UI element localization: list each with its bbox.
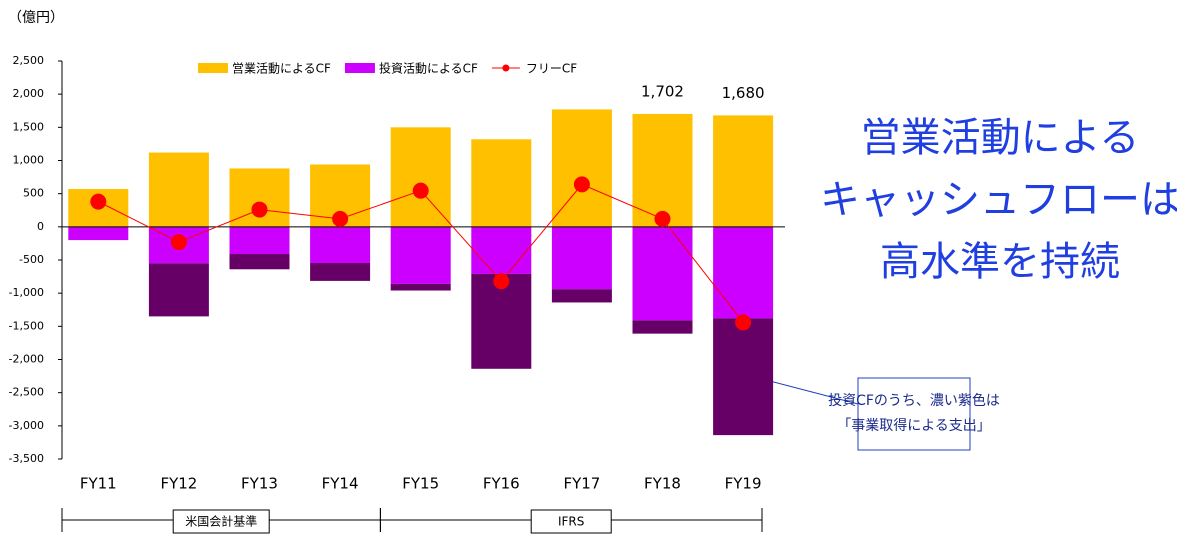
data-label: 1,702 [641, 82, 684, 100]
y-tick-label: -3,500 [9, 452, 44, 465]
point [90, 193, 107, 210]
bar [551, 226, 612, 290]
y-tick-label: 1,500 [13, 120, 45, 133]
bar [148, 263, 209, 317]
x-tick-label: FY15 [402, 475, 439, 493]
legend-label: 投資活動によるCF [379, 61, 478, 76]
point [412, 182, 429, 199]
y-tick-label: -1,500 [9, 319, 44, 332]
x-tick-label: FY18 [644, 475, 681, 493]
x-tick-label: FY11 [80, 475, 117, 493]
x-tick-label: FY13 [241, 475, 278, 493]
point [170, 234, 187, 251]
title: 高水準を持続 [880, 239, 1120, 285]
y-tick-label: 0 [37, 220, 44, 233]
y-tick-label: -1,000 [9, 286, 44, 299]
x-tick-label: FY12 [160, 475, 197, 493]
bar [68, 226, 129, 241]
bar [310, 226, 371, 263]
bar [310, 262, 371, 281]
x-tick-label: FY19 [725, 475, 762, 493]
period-label: IFRS [558, 515, 584, 529]
period-box [530, 509, 612, 534]
point [493, 273, 510, 290]
bar [471, 273, 532, 369]
point [251, 201, 268, 218]
bar [148, 152, 209, 227]
bar [229, 226, 290, 255]
y-tick-label: 2,500 [13, 54, 45, 67]
bar [551, 289, 612, 303]
annotation-box [857, 377, 971, 451]
legend-swatch [198, 63, 228, 73]
x-tick-label: FY14 [322, 475, 359, 493]
y-tick-label: -500 [19, 253, 44, 266]
legend-swatch [344, 63, 375, 73]
bar [632, 320, 693, 334]
bar [713, 318, 774, 436]
point [735, 314, 752, 331]
point [573, 176, 590, 193]
y-tick-label: -2,000 [9, 353, 44, 366]
bar [713, 226, 774, 319]
y-tick-label: 500 [23, 187, 44, 200]
y-tick-label: 1,000 [13, 154, 45, 167]
bar [229, 254, 290, 270]
bar [632, 113, 693, 227]
period-label: 米国会計基準 [185, 514, 257, 529]
bar [390, 127, 451, 227]
point [654, 210, 671, 227]
legend-label: 営業活動によるCF [232, 62, 331, 76]
bar [390, 226, 451, 284]
bar [551, 109, 612, 227]
unit-label: （億円） [8, 10, 64, 26]
y-tick-label: -3,000 [9, 419, 44, 432]
title: キャッシュフローは [820, 177, 1177, 223]
data-label: 1,680 [722, 84, 765, 102]
x-tick-label: FY16 [483, 475, 520, 493]
point [332, 210, 349, 227]
period-box [172, 509, 270, 534]
bar [471, 139, 532, 227]
bar [390, 283, 451, 291]
bar [713, 115, 774, 227]
annotation: 投資CFのうち、濃い紫色は [828, 392, 1000, 409]
y-tick-label: 2,000 [13, 87, 45, 100]
annotation: 「事業取得による支出」 [837, 417, 991, 434]
legend-point [502, 64, 510, 72]
x-tick-label: FY17 [563, 475, 600, 493]
bar [632, 226, 693, 321]
title: 営業活動による [861, 115, 1140, 161]
annotation-leader [765, 379, 859, 405]
legend-label: フリーCF [526, 62, 577, 76]
bar [471, 226, 532, 274]
y-tick-label: -2,500 [9, 386, 44, 399]
